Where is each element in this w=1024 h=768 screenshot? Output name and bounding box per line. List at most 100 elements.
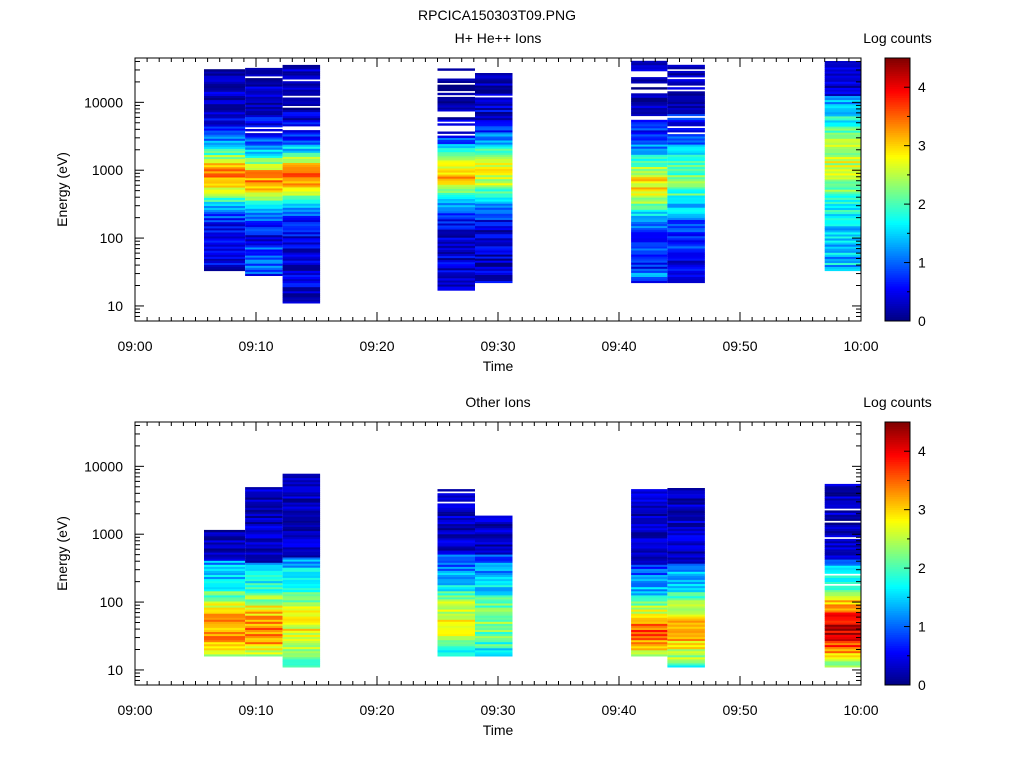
colorbar-step (885, 123, 910, 127)
colorbar-step (885, 305, 910, 309)
energy-bin (667, 278, 705, 281)
energy-bin (204, 211, 246, 215)
energy-bin (282, 512, 321, 515)
energy-bin (245, 90, 283, 93)
energy-bin (475, 619, 513, 622)
energy-bin (245, 114, 283, 118)
colorbar-step (885, 150, 910, 153)
energy-bin (282, 583, 321, 587)
energy-bin (667, 117, 705, 121)
energy-bin (282, 538, 321, 542)
energy-bin (631, 101, 668, 104)
energy-bin (824, 177, 861, 180)
energy-bin (282, 534, 321, 538)
colorbar-step (885, 226, 910, 230)
energy-bin (245, 186, 283, 189)
energy-bin (437, 206, 475, 210)
energy-bin (282, 73, 321, 76)
energy-bin (282, 111, 321, 115)
spectrogram-data (204, 473, 861, 668)
colorbar-step (885, 213, 910, 217)
energy-bin (204, 232, 246, 235)
energy-bin (667, 553, 705, 556)
energy-bin (437, 511, 475, 514)
energy-bin (475, 641, 513, 645)
energy-bin (824, 246, 861, 249)
energy-bin (437, 223, 475, 226)
energy-bin (667, 235, 705, 239)
energy-bin (282, 121, 321, 125)
colorbar-step (885, 595, 910, 598)
colorbar-step (885, 603, 910, 607)
energy-bin (245, 523, 283, 527)
energy-bin (824, 232, 861, 235)
energy-bin (631, 229, 668, 233)
energy-bin (667, 504, 705, 507)
energy-bin (631, 264, 668, 267)
energy-bin (631, 227, 668, 231)
energy-bin (437, 229, 475, 232)
energy-bin (824, 101, 861, 105)
colorbar-step (885, 220, 910, 223)
colorbar-step (885, 189, 910, 193)
energy-bin (204, 189, 246, 192)
energy-bin (437, 276, 475, 279)
energy-bin (667, 79, 705, 82)
energy-bin (437, 556, 475, 559)
energy-bin (437, 533, 475, 537)
colorbar-step (885, 430, 910, 434)
energy-bin (245, 120, 283, 124)
energy-bin (245, 102, 283, 105)
energy-bin (282, 172, 321, 176)
energy-bin (437, 576, 475, 580)
energy-bin (282, 557, 321, 560)
energy-bin (282, 272, 321, 275)
energy-bin (631, 491, 668, 494)
energy-bin (437, 637, 475, 641)
colorbar-step (885, 296, 910, 300)
colorbar-step (885, 437, 910, 441)
colorbar-step (885, 119, 910, 123)
energy-bin (245, 584, 283, 588)
colorbar-step (885, 99, 910, 103)
energy-bin (475, 542, 513, 545)
energy-bin (282, 146, 321, 149)
energy-bin (245, 245, 283, 248)
energy-bin (475, 154, 513, 157)
spectrum-column (282, 473, 321, 668)
energy-bin (667, 500, 705, 503)
energy-bin (245, 645, 283, 649)
energy-bin (204, 223, 246, 227)
energy-bin (245, 631, 283, 635)
energy-bin (667, 528, 705, 532)
energy-bin (437, 105, 475, 108)
colorbar-step (885, 641, 910, 644)
energy-bin (475, 113, 513, 117)
energy-bin (667, 111, 705, 115)
energy-bin (437, 584, 475, 588)
energy-bin (437, 210, 475, 214)
colorbar-step (885, 294, 910, 298)
energy-bin (245, 533, 283, 537)
energy-bin (282, 197, 321, 200)
energy-bin (824, 516, 861, 519)
energy-bin (475, 121, 513, 125)
energy-bin (245, 104, 283, 107)
energy-bin (245, 515, 283, 518)
energy-bin (475, 225, 513, 229)
energy-bin (667, 156, 705, 159)
colorbar-step (885, 60, 910, 63)
energy-bin (437, 98, 475, 102)
energy-bin (245, 165, 283, 168)
energy-bin (282, 223, 321, 227)
energy-bin (475, 162, 513, 165)
energy-bin (631, 231, 668, 235)
energy-bin (824, 118, 861, 121)
energy-bin (282, 555, 321, 558)
energy-bin (631, 615, 668, 618)
colorbar-step (885, 145, 910, 149)
energy-bin (245, 222, 283, 226)
energy-bin (667, 93, 705, 96)
colorbar-step (885, 544, 910, 548)
energy-bin (437, 249, 475, 252)
